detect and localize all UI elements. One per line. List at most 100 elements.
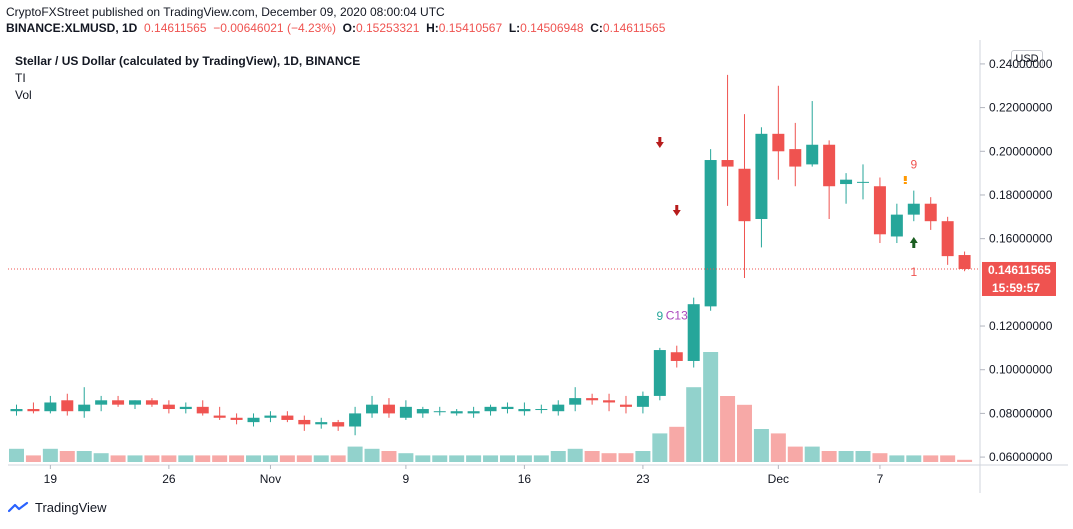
candle	[129, 400, 142, 410]
candle	[450, 409, 463, 416]
volume-bar	[736, 404, 752, 462]
volume-bar	[567, 448, 583, 462]
candle-body	[196, 406, 209, 414]
volume-bar	[93, 453, 109, 462]
ohlc-line: BINANCE:XLMUSD, 1D 0.14611565 −0.0064602…	[6, 21, 665, 35]
candle-body	[61, 400, 74, 412]
time-axis[interactable]: 19 26 Nov 9 16 23 Dec 7	[44, 465, 884, 486]
arrow-up-icon	[909, 237, 918, 248]
volume-bar	[110, 455, 126, 462]
price-tag-countdown: 15:59:57	[992, 281, 1040, 295]
legend-volume[interactable]: Vol	[15, 88, 32, 102]
volume-bar	[330, 455, 346, 462]
volume-bar	[415, 455, 431, 462]
chart-legend: Stellar / US Dollar (calculated by Tradi…	[15, 53, 360, 104]
volume-bar	[872, 453, 888, 462]
candle	[501, 402, 514, 414]
candle	[27, 402, 40, 414]
candle	[840, 173, 853, 204]
candle-body	[603, 400, 616, 403]
price-tick-label: 0.10000000	[989, 363, 1053, 377]
volume-bar	[347, 446, 363, 462]
candle-body	[179, 406, 192, 410]
time-tick-label: 26	[162, 472, 176, 486]
volume-bar	[178, 455, 194, 462]
volume-bar	[499, 455, 515, 462]
candle-body	[247, 417, 260, 423]
candle-body	[670, 352, 683, 361]
volume-bar	[76, 451, 92, 462]
candle	[298, 415, 311, 431]
candle-body	[44, 402, 57, 412]
candle	[247, 413, 260, 427]
published-line: CryptoFXStreet published on TradingView.…	[6, 5, 445, 19]
candle-body	[484, 406, 497, 412]
candle	[196, 400, 209, 416]
close-value: 0.14611565	[602, 21, 666, 35]
arrow-down-icon	[672, 205, 681, 216]
candle-body	[416, 409, 429, 414]
candle	[857, 164, 869, 200]
candle-body	[10, 409, 23, 412]
candle	[349, 406, 362, 436]
candle-body	[772, 133, 785, 152]
volume-bar	[584, 451, 600, 462]
tradingview-brand[interactable]: TradingView	[8, 500, 107, 515]
volume-bar	[381, 451, 397, 462]
volume-bar	[127, 455, 143, 462]
candle-body	[95, 400, 108, 405]
volume-bar	[787, 446, 803, 462]
candle	[907, 190, 920, 222]
volume-bar	[449, 455, 465, 462]
price-tick-label: 0.20000000	[989, 144, 1053, 158]
low-value: 0.14506948	[520, 21, 584, 35]
candle-body	[535, 409, 548, 411]
volume-bar	[533, 455, 549, 462]
candle	[704, 149, 717, 311]
volume-bar	[144, 455, 160, 462]
time-tick-label: 7	[877, 472, 884, 486]
currency-button[interactable]: USD	[1011, 50, 1043, 68]
td-annotation-label: 1	[910, 265, 917, 279]
candle	[315, 417, 328, 429]
volume-bar	[889, 455, 905, 462]
volume-bar	[9, 448, 24, 462]
tradingview-logo-icon	[8, 501, 29, 512]
high-value: 0.15410567	[438, 21, 503, 35]
candle-body	[78, 404, 91, 412]
candle	[569, 387, 582, 412]
volume-bar	[703, 352, 719, 462]
open-value: 0.15253321	[355, 21, 420, 35]
candle-body	[467, 411, 480, 414]
close-label: C:	[590, 21, 603, 35]
candle-body	[145, 400, 158, 405]
high-label: H:	[426, 21, 439, 35]
candle-body	[332, 422, 345, 427]
volume-bar	[516, 455, 532, 462]
candle-body	[738, 168, 751, 222]
volume-bar	[25, 455, 41, 462]
volume-bar	[195, 455, 211, 462]
candle	[399, 400, 412, 420]
candle	[467, 406, 480, 418]
candle-body	[281, 415, 294, 420]
candle	[670, 345, 683, 368]
volume-bar	[720, 396, 736, 462]
candle	[721, 74, 734, 206]
candle-body	[518, 409, 531, 412]
open-label: O:	[342, 21, 356, 35]
volume-bar	[364, 448, 380, 462]
candle	[873, 177, 886, 244]
candle-body	[721, 160, 734, 167]
legend-title[interactable]: Stellar / US Dollar (calculated by Tradi…	[15, 54, 361, 68]
candle	[653, 347, 666, 401]
price-axis[interactable]: 0.24000000 0.22000000 0.20000000 0.18000000…	[980, 57, 1053, 464]
candle	[924, 197, 937, 230]
volume-bar	[957, 459, 973, 462]
price-tag-value: 0.14611565	[988, 263, 1051, 277]
candle	[61, 393, 74, 416]
legend-indicator[interactable]: TI	[15, 71, 26, 85]
candle-body	[264, 415, 277, 418]
time-tick-label: 16	[518, 472, 532, 486]
